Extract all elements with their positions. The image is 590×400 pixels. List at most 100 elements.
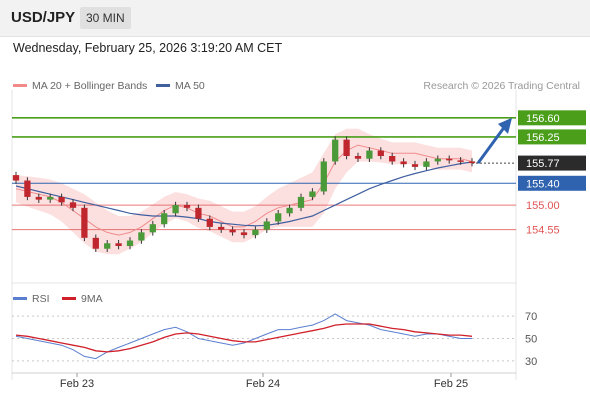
- candle-body: [286, 207, 293, 214]
- candle-body: [457, 160, 464, 162]
- candle-body: [218, 226, 225, 230]
- candle: [24, 177, 31, 201]
- candle: [468, 158, 476, 167]
- candle: [218, 223, 225, 233]
- candle-body: [229, 229, 236, 233]
- candle-body: [343, 139, 350, 156]
- candle: [81, 204, 88, 242]
- rsi-swatch: [13, 296, 27, 300]
- candle: [92, 234, 99, 252]
- candle-body: [377, 150, 384, 156]
- rsi-ma-swatch: [62, 296, 76, 300]
- rsi-line: [15, 313, 472, 360]
- forecast-arrow-shaft: [476, 123, 508, 164]
- candle: [240, 229, 248, 239]
- candle: [286, 204, 293, 217]
- candle: [423, 158, 430, 171]
- rsi-ma-line: [15, 323, 473, 353]
- legend-rsi-label: RSI: [32, 293, 50, 305]
- level-label-156.25: 156.25: [518, 129, 586, 145]
- candle-body: [366, 150, 373, 159]
- level-text-156.25: 156.25: [526, 132, 560, 144]
- candle: [126, 237, 134, 250]
- timeframe-badge[interactable]: 30 MIN: [80, 7, 131, 29]
- candle: [161, 210, 168, 228]
- candle-body: [206, 218, 213, 227]
- candle-body: [297, 196, 305, 208]
- candle: [12, 171, 20, 184]
- candle: [229, 226, 236, 236]
- candle: [434, 155, 441, 165]
- candle: [47, 193, 54, 203]
- legend-ma50: MA 50: [156, 80, 205, 92]
- ma50-swatch: [156, 83, 170, 87]
- level-label-155.77: 155.77: [518, 155, 586, 171]
- chart-datetime: Wednesday, February 25, 2026 3:19:20 AM …: [13, 41, 283, 55]
- candle: [354, 152, 362, 162]
- candle-body: [126, 240, 134, 246]
- candle-body: [149, 224, 156, 233]
- candle: [446, 155, 453, 164]
- candle-body: [92, 237, 99, 249]
- candle-body: [58, 196, 65, 203]
- x-tick-label: Feb 25: [434, 378, 468, 390]
- level-label-155.40: 155.40: [518, 175, 586, 191]
- candle: [309, 188, 316, 201]
- candle-body: [35, 196, 42, 200]
- ma50-line: [15, 161, 473, 227]
- candle-body: [400, 161, 407, 165]
- candle-body: [12, 175, 20, 181]
- legend-rsi-ma-label: 9MA: [81, 293, 103, 305]
- candle: [275, 210, 282, 225]
- candle-body: [423, 161, 430, 167]
- legend-ma20-label: MA 20 + Bollinger Bands: [32, 80, 148, 92]
- candle-body: [172, 205, 179, 214]
- level-box-155.77: [518, 155, 586, 171]
- candle: [377, 147, 384, 160]
- level-text-155.40: 155.40: [526, 178, 560, 190]
- candle-body: [81, 207, 88, 238]
- credit-text: Research © 2026 Trading Central: [423, 80, 580, 92]
- candle-body: [275, 213, 282, 222]
- candle-body: [468, 161, 476, 164]
- candle-body: [161, 213, 168, 225]
- candle: [183, 201, 191, 212]
- ma20-line: [15, 144, 473, 236]
- level-box-155.40: [518, 175, 586, 191]
- candle-body: [263, 221, 270, 230]
- candle: [252, 226, 259, 239]
- candle: [172, 201, 179, 217]
- candle: [35, 193, 42, 203]
- candle-body: [240, 232, 248, 236]
- candle: [104, 240, 111, 252]
- candle: [138, 229, 145, 244]
- candle: [206, 215, 213, 231]
- candle-body: [24, 180, 31, 197]
- candle: [195, 204, 202, 222]
- candle-body: [115, 243, 122, 246]
- legend-ma20: MA 20 + Bollinger Bands: [13, 80, 147, 92]
- legend-rsi-ma: 9MA: [62, 293, 103, 305]
- candle-body: [183, 205, 191, 208]
- candle-body: [252, 229, 259, 236]
- candle-body: [69, 202, 77, 208]
- rsi-tick-label: 50: [525, 334, 537, 346]
- symbol-title: USD/JPY: [11, 9, 76, 26]
- candle: [332, 136, 339, 165]
- level-label-154.55: 154.55: [526, 225, 560, 237]
- candle: [320, 158, 327, 195]
- level-text-155.77: 155.77: [526, 158, 560, 170]
- candle: [149, 220, 156, 236]
- level-label-156.60: 156.60: [518, 110, 586, 126]
- candle: [343, 136, 350, 160]
- level-text-155.00: 155.00: [526, 200, 560, 212]
- x-tick-label: Feb 23: [60, 378, 94, 390]
- candle: [389, 152, 396, 165]
- candle-body: [446, 158, 453, 161]
- x-tick-label: Feb 24: [246, 378, 280, 390]
- candle-body: [411, 164, 419, 167]
- candle-body: [309, 191, 316, 197]
- level-box-156.60: [518, 110, 586, 126]
- rsi-tick-label: 30: [525, 356, 537, 368]
